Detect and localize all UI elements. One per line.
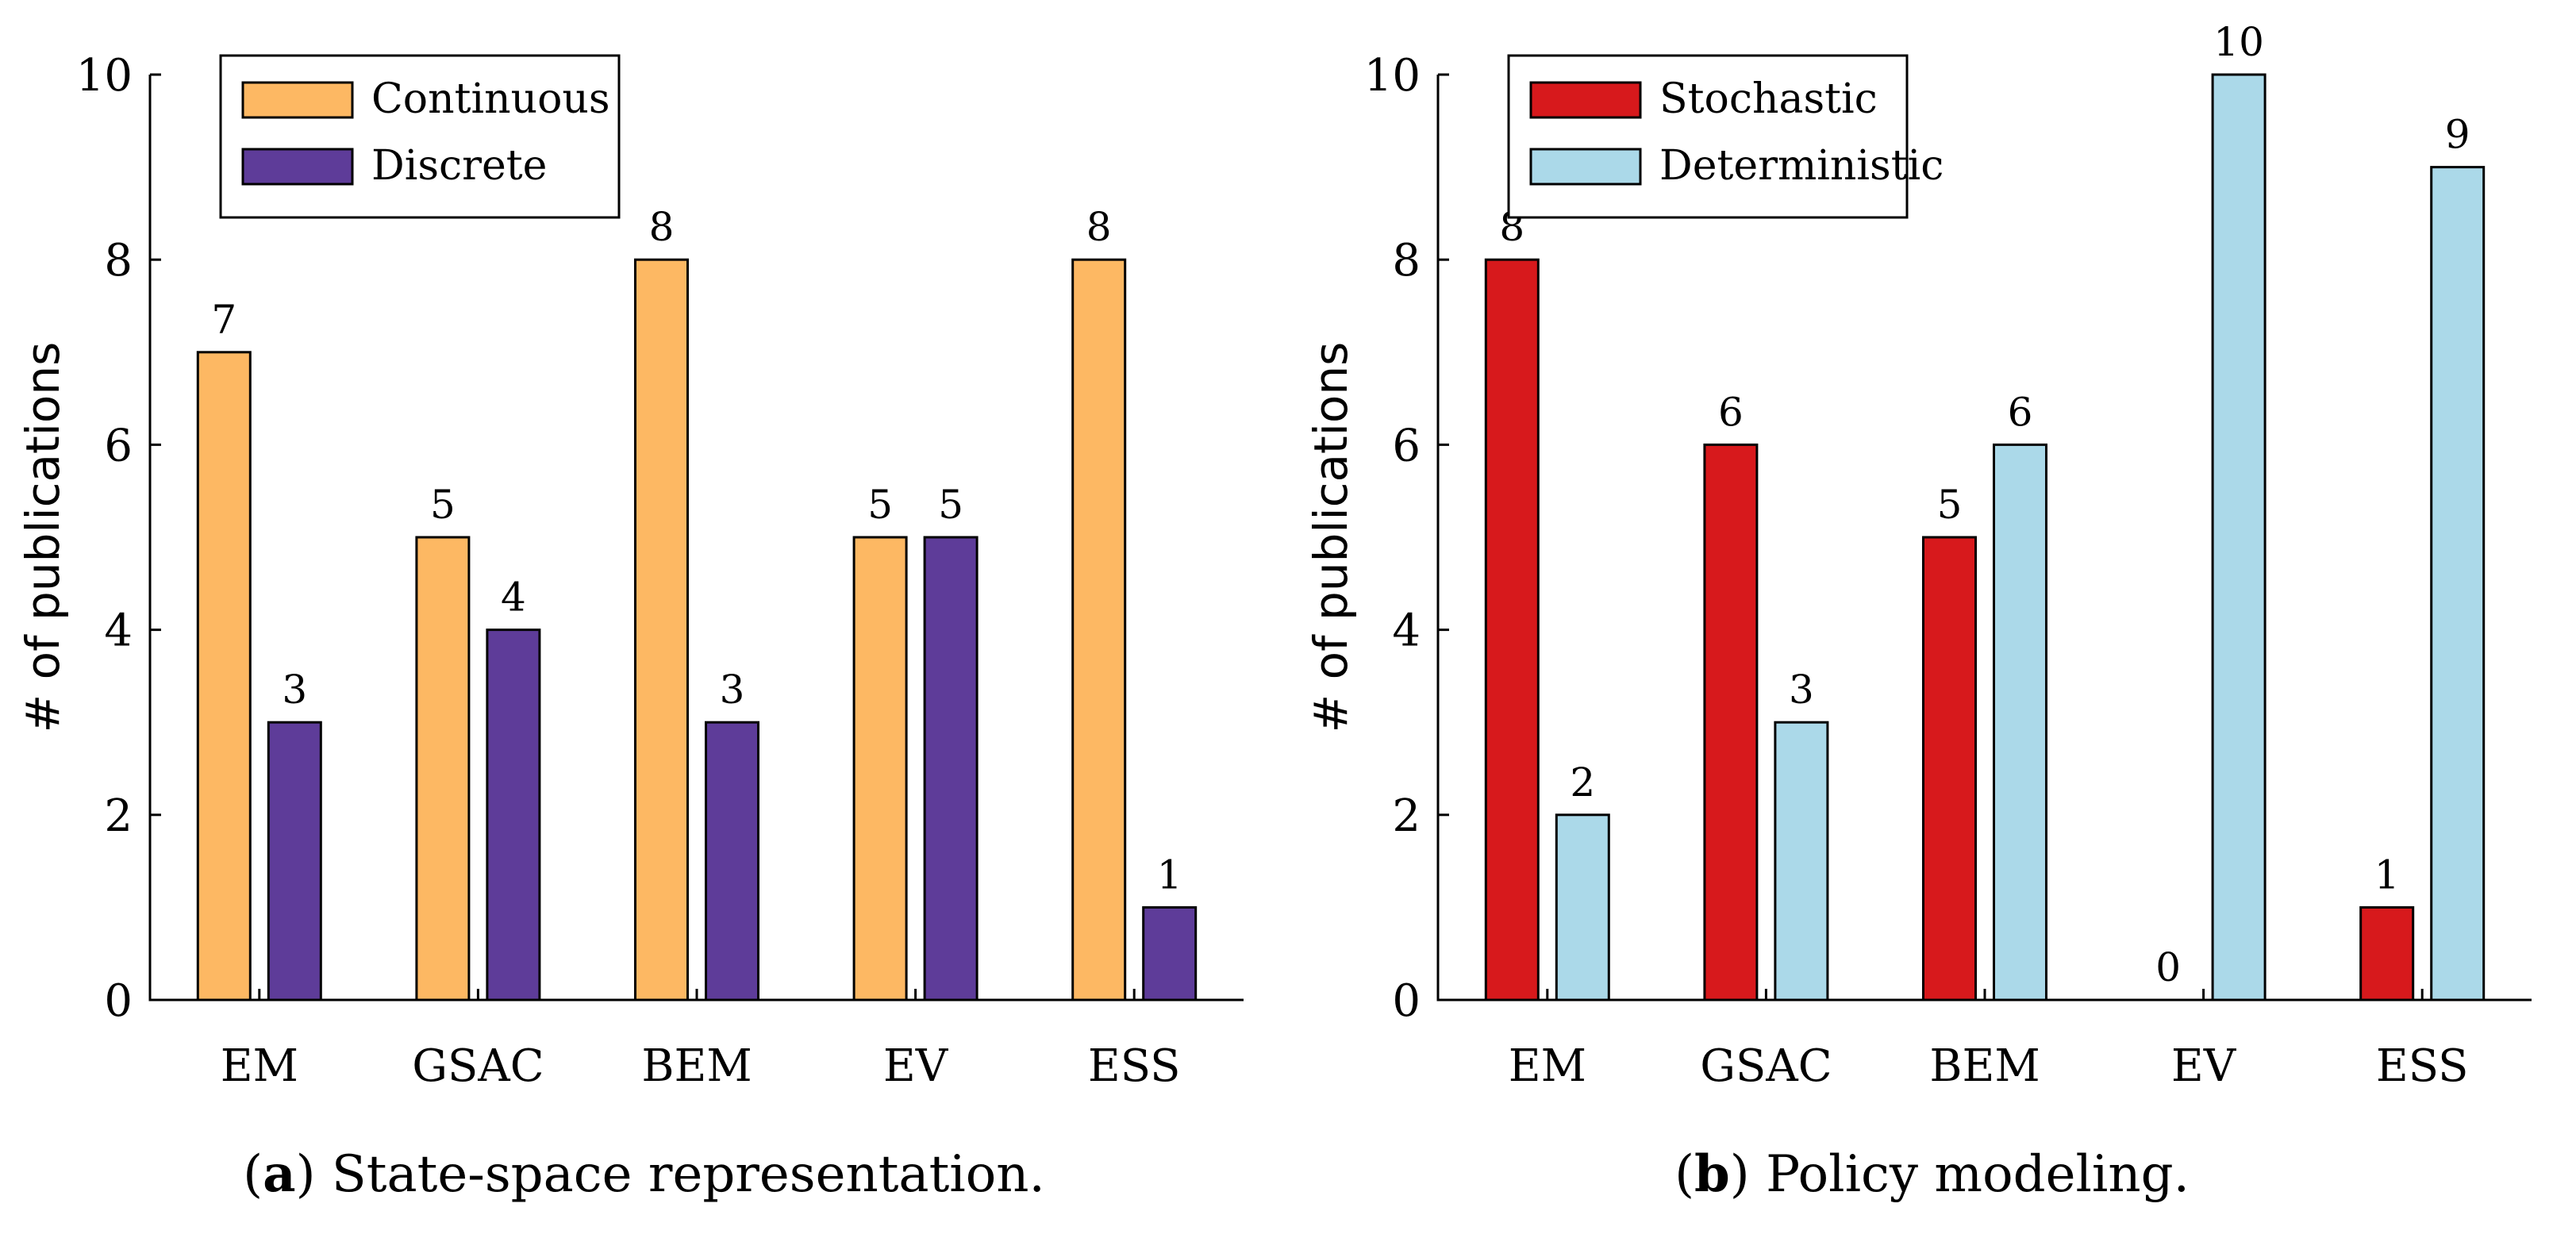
- y-tick-label: 10: [1364, 50, 1421, 102]
- bar-stochastic: [1922, 536, 1977, 1002]
- legend-swatch: [1529, 148, 1642, 186]
- data-label: 8: [1086, 204, 1112, 250]
- data-label: 8: [649, 204, 675, 250]
- data-label: 5: [867, 482, 893, 528]
- y-tick-label: 6: [1392, 420, 1421, 471]
- bar-deterministic: [1774, 721, 1829, 1002]
- data-label: 6: [1718, 389, 1744, 435]
- bar-discrete: [267, 721, 322, 1002]
- data-label: 3: [282, 667, 307, 713]
- bar-stochastic: [1484, 258, 1540, 1002]
- caption-a-text: State-space representation.: [331, 1145, 1045, 1204]
- x-tick-label: ESS: [2376, 1040, 2469, 1092]
- bar-deterministic: [1993, 443, 2047, 1002]
- x-tick-label: EM: [1509, 1040, 1586, 1092]
- chart-panel-b: 0 2 4 6 8 10 # of publications EM 8 2 GSAC 6 3 BEM 5 6 E…: [1288, 0, 2576, 1238]
- bar-deterministic: [2211, 73, 2266, 1002]
- x-tick-label: GSAC: [1700, 1040, 1832, 1092]
- caption-a-letter: a: [263, 1144, 296, 1204]
- x-tick-label: BEM: [641, 1040, 752, 1092]
- y-tick-label: 8: [104, 235, 133, 286]
- y-tick-label: 8: [1392, 235, 1421, 286]
- data-label: 1: [1157, 852, 1182, 898]
- y-tick-label: 0: [1392, 975, 1421, 1027]
- data-label: 2: [1570, 759, 1595, 805]
- legend-label: Discrete: [371, 142, 547, 190]
- data-label: 5: [938, 482, 963, 528]
- x-tick-label: GSAC: [412, 1040, 544, 1092]
- data-label: 3: [1789, 667, 1814, 713]
- bar-continuous: [1071, 258, 1127, 1002]
- y-tick-label: 4: [1392, 606, 1421, 657]
- bar-continuous: [852, 536, 908, 1002]
- data-label: 5: [430, 482, 456, 528]
- bar-stochastic: [2359, 905, 2415, 1002]
- legend-label: Deterministic: [1659, 142, 1944, 190]
- data-label: 7: [211, 297, 236, 343]
- y-axis-label: # of publications: [1304, 342, 1358, 733]
- caption-a: (a) State-space representation.: [243, 1144, 1045, 1204]
- bar-discrete: [705, 721, 759, 1002]
- chart-a: 0 2 4 6 8 10 # of publications EM 7 3 GSAC 5 4 BEM 8 3 E…: [16, 50, 1244, 1092]
- caption-b-text: Policy modeling.: [1766, 1145, 2190, 1204]
- bar-continuous: [634, 258, 689, 1002]
- legend-swatch: [241, 81, 354, 119]
- chart-panel-a: 0 2 4 6 8 10 # of publications EM 7 3 GSAC 5 4 BEM 8 3 E…: [16, 50, 1244, 1204]
- legend-swatch: [1529, 81, 1642, 119]
- bar-discrete: [923, 536, 978, 1002]
- bar-continuous: [196, 351, 252, 1002]
- x-tick-label: BEM: [1929, 1040, 2040, 1092]
- x-tick-label: EV: [883, 1040, 949, 1092]
- x-tick-label: EM: [221, 1040, 298, 1092]
- bar-continuous: [415, 536, 471, 1002]
- bar-deterministic: [1555, 813, 1610, 1002]
- y-axis-label: # of publications: [16, 342, 70, 733]
- legend-label: Stochastic: [1659, 75, 1878, 123]
- y-tick-label: 2: [104, 790, 133, 842]
- x-tick-label: EV: [2171, 1040, 2237, 1092]
- data-label: 3: [720, 667, 745, 713]
- bar-deterministic: [2430, 166, 2486, 1002]
- y-tick-label: 0: [104, 975, 133, 1027]
- x-tick-label: ESS: [1088, 1040, 1181, 1092]
- legend-label: Continuous: [371, 75, 610, 123]
- caption-b-letter: b: [1694, 1144, 1730, 1204]
- bar-discrete: [1142, 905, 1198, 1002]
- caption-b: (b) Policy modeling.: [1674, 1144, 2190, 1204]
- data-label: 5: [1937, 482, 1963, 528]
- bar-discrete: [486, 629, 541, 1002]
- data-label: 10: [2213, 19, 2264, 65]
- y-tick-label: 10: [76, 50, 133, 102]
- data-label: 0: [2155, 944, 2181, 990]
- data-label: 1: [2374, 852, 2400, 898]
- y-tick-label: 4: [104, 606, 133, 657]
- data-label: 4: [501, 575, 526, 621]
- legend-swatch: [241, 148, 354, 186]
- data-label: 9: [2445, 112, 2470, 158]
- y-tick-label: 2: [1392, 790, 1421, 842]
- y-tick-label: 6: [104, 420, 133, 471]
- bar-stochastic: [1703, 443, 1759, 1002]
- data-label: 6: [2008, 389, 2033, 435]
